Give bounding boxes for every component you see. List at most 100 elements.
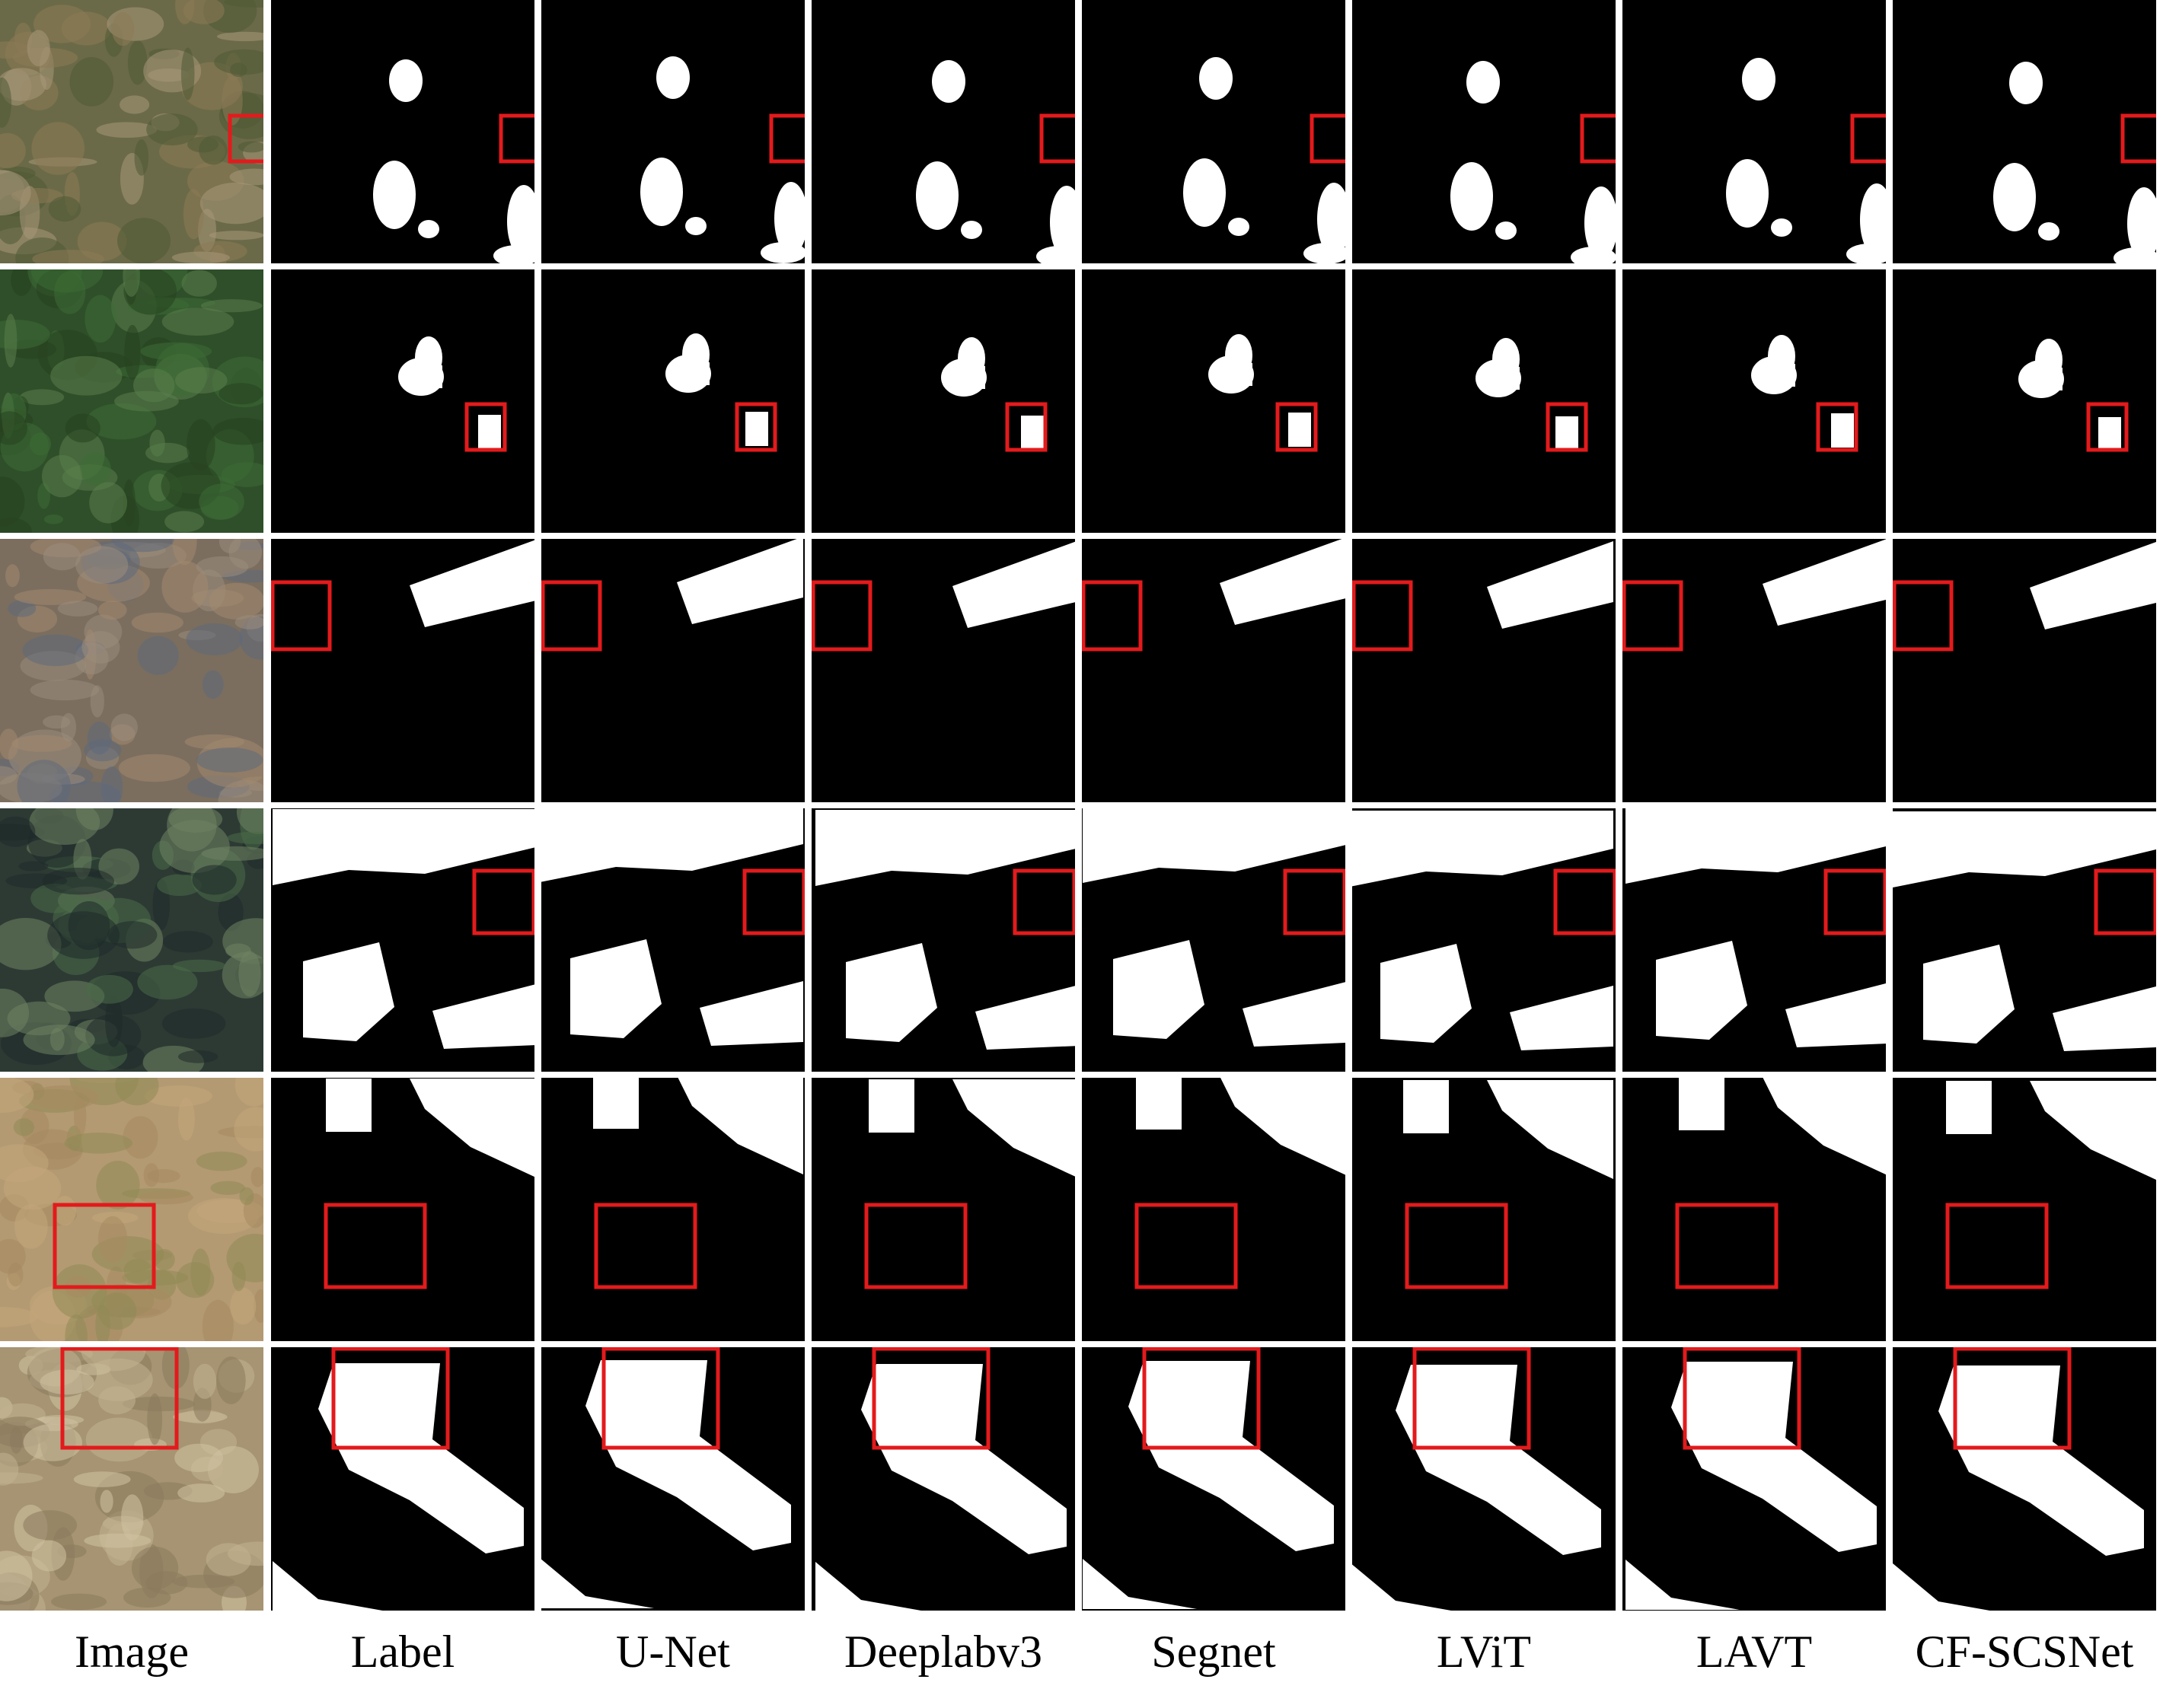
highlight-box: [1622, 580, 1683, 652]
highlight-box: [812, 580, 873, 652]
highlight-box: [1405, 1203, 1508, 1289]
mask-tile-r1-c5: [1082, 0, 1345, 263]
highlight-box: [1005, 402, 1048, 452]
mask-tile-r3-c8: [1893, 539, 2156, 802]
highlight-box: [735, 402, 777, 452]
highlight-box: [1310, 113, 1345, 164]
mask-tile-r4-c4: [812, 808, 1075, 1072]
column-label-8: CF-SCSNet: [1915, 1627, 2134, 1677]
mask-tile-r1-c4: [812, 0, 1075, 263]
highlight-box: [2094, 868, 2156, 935]
image-tile-r6-c1: [0, 1347, 263, 1611]
column-label-5: Segnet: [1151, 1627, 1276, 1677]
mask-tile-r6-c5: [1082, 1347, 1345, 1611]
highlight-box: [1134, 1203, 1238, 1289]
mask-tile-r2-c2: [271, 269, 534, 533]
highlight-box: [1013, 868, 1075, 935]
highlight-box: [769, 113, 805, 164]
mask-tile-r3-c6: [1352, 539, 1616, 802]
highlight-box: [499, 113, 534, 164]
highlight-box: [228, 113, 263, 164]
highlight-box: [60, 1347, 179, 1450]
mask-tile-r1-c3: [541, 0, 805, 263]
highlight-box: [53, 1203, 156, 1289]
mask-tile-r3-c7: [1622, 539, 1886, 802]
highlight-box: [2086, 402, 2129, 452]
highlight-box: [872, 1347, 991, 1450]
column-label-1: Image: [75, 1627, 189, 1677]
image-tile-r1-c1: [0, 0, 263, 263]
highlight-box: [1352, 580, 1413, 652]
mask-tile-r4-c8: [1893, 808, 2156, 1072]
mask-tile-r6-c2: [271, 1347, 534, 1611]
highlight-box: [1683, 1347, 1801, 1450]
mask-tile-r6-c8: [1893, 1347, 2156, 1611]
highlight-box: [2120, 113, 2156, 164]
highlight-box: [1893, 580, 1954, 652]
mask-tile-r2-c7: [1622, 269, 1886, 533]
mask-tile-r4-c7: [1622, 808, 1886, 1072]
mask-tile-r2-c4: [812, 269, 1075, 533]
mask-tile-r2-c5: [1082, 269, 1345, 533]
mask-tile-r6-c4: [812, 1347, 1075, 1611]
highlight-box: [1675, 1203, 1779, 1289]
mask-tile-r3-c4: [812, 539, 1075, 802]
mask-tile-r4-c5: [1082, 808, 1345, 1072]
mask-tile-r4-c6: [1352, 808, 1616, 1072]
column-label-7: LAVT: [1696, 1627, 1813, 1677]
highlight-box: [601, 1347, 720, 1450]
highlight-box: [864, 1203, 968, 1289]
mask-tile-r2-c8: [1893, 269, 2156, 533]
mask-tile-r2-c3: [541, 269, 805, 533]
mask-tile-r6-c7: [1622, 1347, 1886, 1611]
highlight-box: [1945, 1203, 2049, 1289]
column-label-3: U-Net: [616, 1627, 730, 1677]
highlight-box: [464, 402, 507, 452]
mask-tile-r3-c2: [271, 539, 534, 802]
mask-tile-r5-c8: [1893, 1078, 2156, 1341]
highlight-box: [541, 580, 602, 652]
highlight-box: [1823, 868, 1886, 935]
highlight-box: [1412, 1347, 1531, 1450]
highlight-box: [1283, 868, 1345, 935]
mask-tile-r5-c7: [1622, 1078, 1886, 1341]
mask-tile-r5-c4: [812, 1078, 1075, 1341]
highlight-box: [1039, 113, 1075, 164]
mask-tile-r6-c3: [541, 1347, 805, 1611]
highlight-box: [1553, 868, 1616, 935]
highlight-box: [1580, 113, 1616, 164]
highlight-box: [271, 580, 332, 652]
highlight-box: [594, 1203, 697, 1289]
highlight-box: [1953, 1347, 2072, 1450]
highlight-box: [1082, 580, 1143, 652]
highlight-box: [331, 1347, 450, 1450]
image-tile-r3-c1: [0, 539, 263, 802]
mask-tile-r5-c5: [1082, 1078, 1345, 1341]
image-tile-r2-c1: [0, 269, 263, 533]
mask-tile-r3-c5: [1082, 539, 1345, 802]
highlight-box: [1142, 1347, 1261, 1450]
column-label-6: LViT: [1436, 1627, 1532, 1677]
mask-tile-r5-c2: [271, 1078, 534, 1341]
mask-tile-r1-c8: [1893, 0, 2156, 263]
mask-tile-r1-c7: [1622, 0, 1886, 263]
highlight-box: [1816, 402, 1858, 452]
highlight-box: [742, 868, 805, 935]
mask-tile-r4-c3: [541, 808, 805, 1072]
mask-tile-r1-c6: [1352, 0, 1616, 263]
image-tile-r5-c1: [0, 1078, 263, 1341]
mask-tile-r5-c6: [1352, 1078, 1616, 1341]
highlight-box: [1275, 402, 1318, 452]
highlight-box: [1546, 402, 1588, 452]
image-tile-r4-c1: [0, 808, 263, 1072]
column-label-4: Deeplabv3: [844, 1627, 1042, 1677]
column-label-2: Label: [350, 1627, 455, 1677]
mask-tile-r6-c6: [1352, 1347, 1616, 1611]
mask-tile-r4-c2: [271, 808, 534, 1072]
highlight-box: [324, 1203, 427, 1289]
mask-tile-r3-c3: [541, 539, 805, 802]
mask-tile-r2-c6: [1352, 269, 1616, 533]
mask-tile-r5-c3: [541, 1078, 805, 1341]
highlight-box: [1850, 113, 1886, 164]
